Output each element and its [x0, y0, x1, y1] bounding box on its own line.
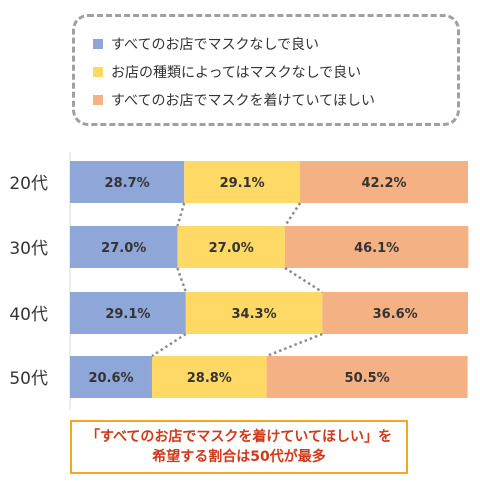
bar-segment — [177, 226, 285, 268]
category-tick-label: 50代 — [9, 369, 48, 389]
callout-line-1: 「すべてのお店でマスクを着けていてほしい」を — [85, 429, 393, 445]
callout-box: 「すべてのお店でマスクを着けていてほしい」を 希望する割合は50代が最多 — [70, 420, 408, 474]
legend-label: すべてのお店でマスクなしで良い — [111, 37, 320, 53]
bar-segment — [300, 161, 468, 203]
series-connector-line — [283, 202, 302, 227]
series-connector-line — [176, 267, 187, 293]
data-label: 27.0% — [209, 241, 254, 256]
bar-segment — [266, 356, 468, 398]
bar-segment — [70, 292, 186, 334]
series-connector-line — [151, 332, 187, 358]
data-label: 27.0% — [101, 241, 146, 256]
bar-segment — [184, 161, 301, 203]
data-label: 28.7% — [105, 176, 150, 191]
category-tick-label: 30代 — [9, 239, 48, 259]
legend-swatch — [93, 39, 103, 49]
bar-segment — [322, 292, 468, 334]
legend-item: すべてのお店でマスクを着けていてほしい — [93, 89, 375, 111]
legend-label: すべてのお店でマスクを着けていてほしい — [111, 93, 376, 109]
series-connector-line — [176, 202, 186, 227]
bar-segment — [70, 161, 185, 203]
series-connector-line — [284, 266, 324, 294]
series-connector-line — [266, 332, 323, 358]
data-label: 46.1% — [354, 241, 399, 256]
legend-swatch — [93, 67, 103, 77]
bar-segment — [70, 356, 152, 398]
legend-item: すべてのお店でマスクなしで良い — [93, 33, 319, 55]
legend-item: お店の種類によってはマスクなしで良い — [93, 61, 361, 83]
bar-segment — [284, 226, 469, 268]
callout-line-2: 希望する割合は50代が最多 — [152, 449, 326, 465]
data-label: 29.1% — [220, 176, 265, 191]
data-label: 42.2% — [361, 176, 406, 191]
data-label: 34.3% — [232, 307, 277, 322]
data-label: 36.6% — [373, 307, 418, 322]
category-tick-label: 40代 — [9, 305, 48, 325]
legend: すべてのお店でマスクなしで良いお店の種類によってはマスクなしで良い すべてのお店で… — [72, 14, 460, 126]
data-label: 29.1% — [105, 307, 150, 322]
data-label: 50.5% — [345, 371, 390, 386]
bar-segment — [185, 292, 323, 334]
bar-segment — [70, 226, 178, 268]
data-label: 20.6% — [88, 371, 133, 386]
data-label: 28.8% — [187, 371, 232, 386]
category-tick-label: 20代 — [9, 174, 48, 194]
legend-label: お店の種類によってはマスクなしで良い — [111, 65, 362, 81]
legend-swatch — [93, 95, 103, 105]
bar-segment — [151, 356, 267, 398]
